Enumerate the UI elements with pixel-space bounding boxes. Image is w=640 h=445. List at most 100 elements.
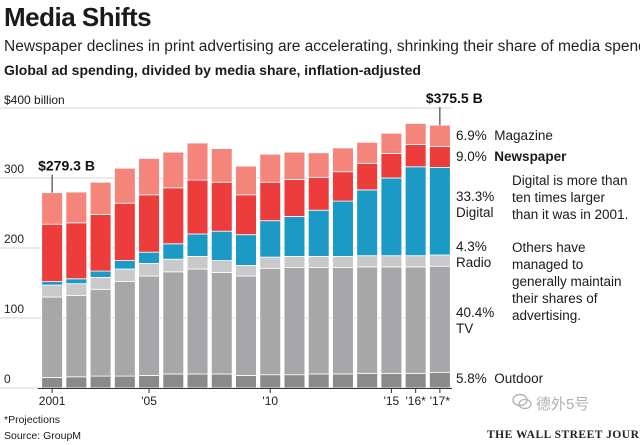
bar-segment-newspaper — [210, 181, 233, 232]
bar-segment-digital — [114, 260, 136, 270]
bar-segment-outdoor — [89, 375, 112, 389]
bar-segment-outdoor — [41, 377, 63, 389]
share-pct-digital: 33.3% — [456, 189, 495, 205]
chart-subtitle: Newspaper declines in print advertising … — [4, 38, 640, 55]
bar-segment-outdoor — [356, 372, 378, 389]
share-name-digital: Digital — [456, 205, 494, 221]
x-tick-label: '05 — [141, 394, 157, 408]
share-name-newspaper: Newspaper — [494, 149, 567, 164]
x-tick-label: 2001 — [39, 394, 66, 408]
y-tick-label: 300 — [4, 162, 24, 176]
share-pct-tv: 40.4% — [456, 305, 495, 321]
bar-segment-radio — [332, 255, 354, 268]
bar-segment-outdoor — [235, 374, 257, 389]
share-pct-magazine: 6.9% — [456, 127, 487, 143]
bar-segment-magazine — [65, 191, 88, 224]
bar-segment-magazine — [380, 132, 403, 154]
note-others: Others have managed to generally maintai… — [512, 239, 622, 323]
y-axis-unit-label: $400 billion — [4, 93, 65, 107]
bar-segment-digital — [41, 281, 63, 286]
bar-segment-newspaper — [41, 223, 63, 282]
bar-segment-radio — [138, 262, 160, 277]
bar-segment-newspaper — [138, 194, 160, 253]
bar-segment-magazine — [429, 124, 451, 147]
bar-segment-tv — [89, 288, 112, 377]
x-tick-label: '15 — [384, 394, 400, 408]
source-footnote: Source: GroupM — [4, 430, 82, 442]
bar-segment-tv — [380, 266, 403, 374]
bar-segment-newspaper — [429, 146, 451, 168]
bar-segment-tv — [65, 295, 88, 378]
publisher-logo: THE WALL STREET JOURNAL. — [487, 429, 640, 441]
bar-segment-newspaper — [235, 194, 257, 236]
chat-bubble-icon — [512, 393, 532, 410]
bar-segment-radio — [65, 283, 88, 297]
bar-segment-magazine — [210, 148, 233, 183]
bar-segment-outdoor — [210, 373, 233, 389]
share-pct-radio: 4.3% — [456, 238, 487, 254]
bar-segment-newspaper — [332, 171, 354, 202]
bar-segment-outdoor — [307, 373, 330, 389]
bar-segment-tv — [138, 275, 160, 376]
bar-segment-digital — [138, 251, 160, 264]
bar-segment-newspaper — [114, 202, 136, 261]
bar-segment-digital — [356, 189, 378, 257]
bar-segment-tv — [114, 281, 136, 377]
bar-segment-newspaper — [186, 179, 209, 235]
bar-segment-radio — [41, 284, 63, 298]
bar-segment-magazine — [41, 192, 63, 225]
note-digital: Digital is more than ten times larger th… — [512, 172, 629, 222]
bar-segment-tv — [259, 267, 282, 376]
bar-segment-newspaper — [356, 162, 378, 191]
bar-segment-tv — [210, 272, 233, 375]
bar-segment-outdoor — [259, 374, 282, 389]
bar-segment-outdoor — [162, 373, 185, 389]
bar-segment-radio — [283, 255, 306, 268]
bar-segment-newspaper — [404, 143, 427, 168]
bar-segment-tv — [404, 266, 427, 374]
share-name-magazine: Magazine — [494, 127, 553, 143]
x-tick-label: '16* — [405, 394, 426, 408]
bar-segment-outdoor — [114, 375, 136, 389]
bar-segment-newspaper — [283, 178, 306, 217]
bar-segment-radio — [380, 255, 403, 268]
bar-segment-radio — [186, 255, 209, 270]
bar-segment-newspaper — [307, 176, 330, 211]
y-tick-label: 200 — [4, 232, 24, 246]
bar-segment-radio — [307, 255, 330, 268]
share-pct-outdoor: 5.8% — [456, 371, 487, 387]
bar-segment-digital — [404, 166, 427, 257]
x-tick-label: '17* — [430, 394, 451, 408]
bar-segment-magazine — [259, 153, 282, 183]
total-annotation: $279.3 B — [38, 158, 95, 174]
bar-segment-magazine — [283, 151, 306, 180]
share-label-radio: 4.3% Radio — [456, 239, 491, 271]
bar-segment-outdoor — [186, 373, 209, 389]
bar-segment-tv — [307, 267, 330, 375]
watermark-text: 德外5号 — [536, 396, 590, 413]
bar-segment-magazine — [186, 142, 209, 181]
bar-segment-digital — [162, 243, 185, 260]
bar-segment-digital — [380, 177, 403, 257]
bar-segment-outdoor — [283, 374, 306, 389]
bar-segment-digital — [283, 216, 306, 257]
bar-segment-tv — [283, 267, 306, 376]
bar-segment-radio — [235, 265, 257, 277]
bar-segment-magazine — [235, 165, 257, 196]
bar-segment-newspaper — [259, 181, 282, 222]
y-tick-label: 100 — [4, 302, 24, 316]
bar-segment-digital — [186, 233, 209, 257]
bar-segment-digital — [307, 209, 330, 257]
bar-segment-radio — [89, 276, 112, 290]
bar-segment-magazine — [114, 167, 136, 204]
bar-segment-radio — [210, 260, 233, 273]
bar-segment-newspaper — [162, 187, 185, 245]
share-name-radio: Radio — [456, 254, 492, 270]
bar-segment-magazine — [89, 181, 112, 215]
bar-segment-digital — [235, 234, 257, 266]
bar-segment-radio — [114, 268, 136, 283]
bar-segment-radio — [356, 255, 378, 268]
bar-segment-tv — [41, 296, 63, 378]
